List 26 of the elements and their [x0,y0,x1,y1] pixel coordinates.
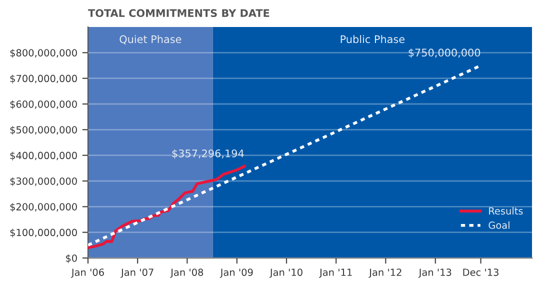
x-tick-label: Jan '12 [368,268,402,278]
annotation: $750,000,000 [408,48,480,58]
x-tick-label: Jan '13 [418,268,452,278]
x-tick-label: Jan '11 [319,268,352,278]
annotation: $357,296,194 [172,149,244,159]
x-tick-label: Jan '08 [170,268,204,278]
x-tick-label: Dec '13 [463,268,498,276]
x-tick-label: Jan '09 [220,268,253,278]
chart-title: TOTAL COMMITMENTS BY DATE [88,9,270,18]
legend-label: Goal [488,221,510,229]
y-tick-label: $0 [66,254,77,264]
x-tick-label: Jan '07 [120,268,154,278]
x-tick-label: Jan '10 [269,268,302,278]
y-tick-label: $500,000,000 [10,126,77,135]
band-label: Public Phase [340,35,404,44]
line-series [88,164,246,250]
y-tick-label: $800,000,000 [10,48,77,58]
y-tick-label: $300,000,000 [10,177,77,186]
y-tick-label: $200,000,000 [10,202,77,212]
y-tick-label: $700,000,000 [10,74,77,84]
band-label: Quiet Phase [120,35,182,44]
y-tick-label: $100,000,000 [10,228,77,238]
y-tick-label: $400,000,000 [10,152,77,160]
legend-label: Results [489,207,523,215]
y-tick-label: $600,000,000 [10,100,77,110]
x-tick-label: Jan '06 [70,268,104,278]
